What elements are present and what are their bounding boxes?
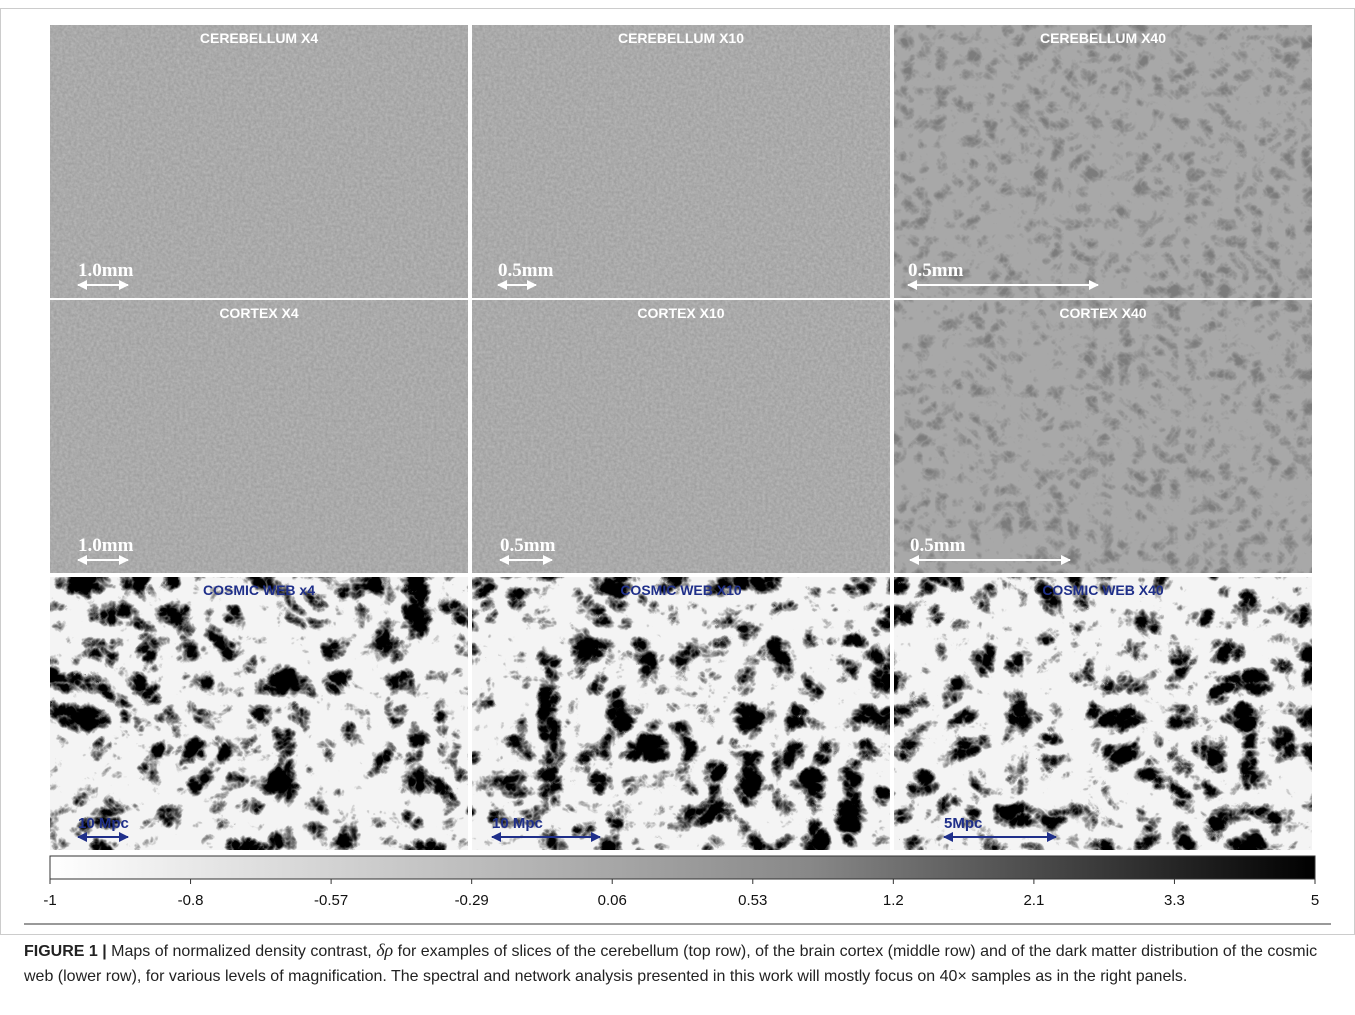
panel-texture	[50, 25, 468, 298]
scale-label: 1.0mm	[78, 535, 134, 556]
colorbar-tick-label: 3.3	[1164, 892, 1185, 909]
colorbar-tick-label: 5	[1311, 892, 1319, 909]
panel-texture	[894, 25, 1312, 298]
caption-label: FIGURE 1 |	[24, 943, 107, 960]
caption-text: Maps of normalized density contrast,	[111, 943, 372, 960]
panel-texture	[472, 300, 890, 573]
panel-title: CEREBELLUM X4	[200, 30, 318, 46]
panel-texture	[472, 577, 890, 850]
colorbar-tick-label: 0.53	[738, 892, 767, 909]
scale-label: 0.5mm	[910, 535, 966, 556]
colorbar-tick-label: -0.8	[178, 892, 204, 909]
scale-label: 1.0mm	[78, 260, 134, 281]
caption: FIGURE 1 | Maps of normalized density co…	[24, 938, 1334, 989]
scale-label: 10 Mpc	[78, 815, 129, 832]
panel-texture	[894, 577, 1312, 850]
panel-title: CEREBELLUM X10	[618, 30, 744, 46]
panel-title: CORTEX X4	[219, 305, 299, 321]
colorbar-tick-label: -0.29	[455, 892, 489, 909]
scale-label: 10 Mpc	[492, 815, 543, 832]
panel-title: CORTEX X10	[637, 305, 724, 321]
panel-texture	[50, 577, 468, 850]
panel-title: CORTEX X40	[1059, 305, 1146, 321]
caption-symbol: δρ	[376, 940, 393, 960]
panel-title: COSMIC WEB X10	[620, 582, 742, 598]
colorbar-tick-label: 0.06	[598, 892, 627, 909]
colorbar-tick-label: -0.57	[314, 892, 348, 909]
colorbar-tick-label: -1	[43, 892, 56, 909]
colorbar	[50, 856, 1315, 879]
scale-label: 0.5mm	[498, 260, 554, 281]
scale-label: 0.5mm	[908, 260, 964, 281]
page: CEREBELLUM X4 1.0mm CEREBELLUM X10 0.5mm CER…	[0, 0, 1355, 1015]
figure: CEREBELLUM X4 1.0mm CEREBELLUM X10 0.5mm CER…	[0, 0, 1355, 935]
panel-title: COSMIC WEB X40	[1042, 582, 1164, 598]
colorbar-tick-label: 1.2	[883, 892, 904, 909]
scale-label: 0.5mm	[500, 535, 556, 556]
scale-label: 5Mpc	[944, 815, 982, 832]
panel-title: COSMIC WEB x4	[203, 582, 315, 598]
panel-texture	[472, 25, 890, 298]
panel-title: CEREBELLUM X40	[1040, 30, 1166, 46]
panel-texture	[50, 300, 468, 573]
colorbar-tick-label: 2.1	[1023, 892, 1044, 909]
panel-texture	[894, 300, 1312, 573]
